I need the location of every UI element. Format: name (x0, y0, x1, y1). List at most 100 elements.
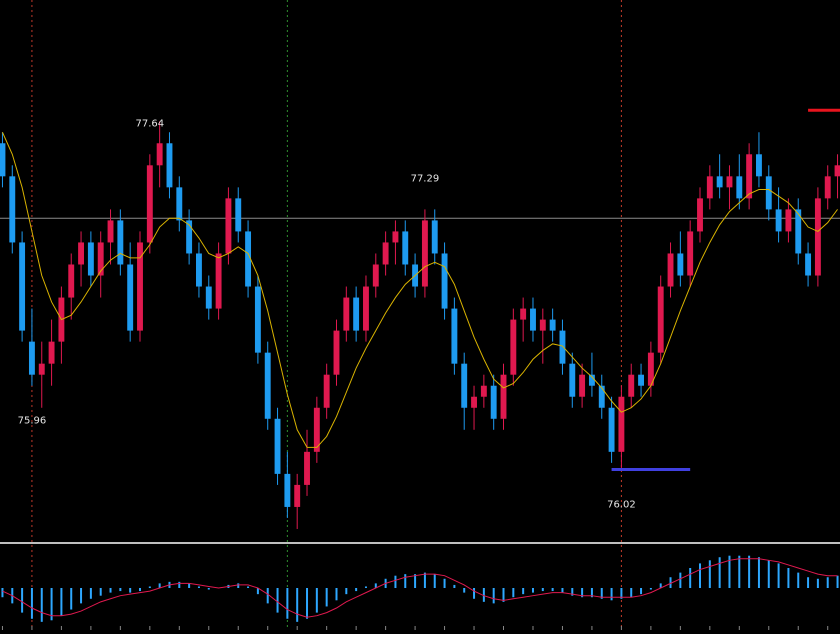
candle-body (647, 352, 654, 386)
candle-body (814, 198, 821, 276)
candle-body (549, 319, 556, 331)
candle-body (19, 242, 26, 331)
candle-body (697, 198, 703, 232)
candle-body (775, 209, 782, 232)
candle-body (657, 286, 664, 353)
candle-body (431, 220, 438, 254)
candle-body (38, 363, 45, 375)
candle-body (215, 253, 222, 309)
candle-body (68, 264, 75, 298)
candle-body (156, 143, 163, 166)
candle-body (304, 451, 310, 485)
candle-body (471, 396, 477, 408)
candle-body (28, 341, 35, 375)
candle-body (0, 143, 6, 177)
candle-body (716, 176, 723, 188)
candle-body (137, 242, 143, 331)
candle-body (245, 231, 252, 287)
candle-body (451, 308, 458, 364)
time-axis-ticks (1, 626, 829, 630)
candle-body (687, 231, 694, 276)
candle-body (520, 308, 527, 320)
macd-signal-polyline (2, 558, 838, 618)
candle-body (294, 484, 301, 507)
candle-body (363, 286, 369, 331)
candle-body (274, 418, 281, 474)
candle-body (333, 330, 340, 375)
candle-body (756, 154, 762, 177)
candle-body (205, 286, 212, 309)
candle-body (490, 385, 497, 419)
candle-body (48, 341, 55, 364)
candle-body (146, 165, 153, 243)
candle-body (353, 297, 360, 331)
candle-body (638, 374, 644, 386)
ma-polyline (1, 132, 838, 448)
candle-body (264, 352, 271, 419)
candle-body (677, 253, 684, 276)
candle-body (480, 385, 487, 397)
candle-body (628, 374, 635, 397)
price-annotation: 76.02 (607, 499, 636, 510)
candle-body (510, 319, 517, 375)
price-annotations: 77.64 75.96 77.29 76.02 (18, 118, 636, 510)
candle-body (736, 176, 743, 199)
level-segments (611, 108, 840, 471)
candle-body (382, 242, 389, 265)
candle-body (186, 220, 193, 254)
candle-body (127, 264, 134, 331)
candle-body (795, 209, 802, 254)
candle-body (78, 242, 84, 265)
candle-body (9, 176, 16, 243)
candle-body (706, 176, 713, 199)
candle-body (225, 198, 232, 254)
candle-body (530, 308, 536, 331)
macd-histogram (1, 555, 839, 622)
candle-body (176, 187, 183, 221)
price-candles (0, 121, 840, 529)
candle-body (785, 209, 792, 232)
candle-body (284, 473, 291, 507)
candle-body (805, 253, 812, 276)
candle-body (500, 374, 507, 419)
candle-body (579, 374, 586, 397)
candle-body (235, 198, 242, 232)
candle-body (166, 143, 173, 188)
candle-body (117, 220, 124, 265)
candle-body (323, 374, 330, 408)
candle-body (588, 374, 595, 386)
candle-body (608, 407, 615, 452)
candle-body (402, 231, 409, 265)
candle-body (765, 176, 772, 210)
candle-body (559, 330, 566, 364)
candle-body (618, 396, 625, 452)
candle-body (539, 319, 546, 331)
macd-signal-line (2, 558, 838, 618)
candle-body (421, 220, 428, 287)
price-annotation: 77.29 (411, 173, 440, 184)
candle-body (372, 264, 379, 287)
candle-body (87, 242, 94, 276)
candle-body (834, 165, 840, 177)
candle-body (441, 253, 448, 309)
candle-body (97, 242, 104, 276)
candle-body (343, 297, 350, 331)
moving-average-line (1, 132, 838, 448)
candle-body (254, 286, 261, 353)
candle-body (726, 176, 733, 188)
candle-body (667, 253, 674, 287)
candle-body (392, 231, 399, 243)
candle-body (107, 220, 114, 243)
price-annotation: 77.64 (136, 118, 165, 129)
candle-body (824, 176, 831, 199)
candle-body (598, 385, 605, 408)
candle-body (196, 253, 202, 287)
candle-body (313, 407, 320, 452)
candle-body (569, 363, 576, 397)
candle-body (461, 363, 468, 408)
price-annotation: 75.96 (18, 416, 47, 427)
candle-body (746, 154, 753, 199)
